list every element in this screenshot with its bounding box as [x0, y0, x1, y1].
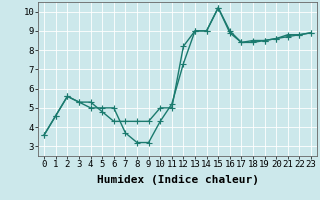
X-axis label: Humidex (Indice chaleur): Humidex (Indice chaleur) [97, 175, 259, 185]
